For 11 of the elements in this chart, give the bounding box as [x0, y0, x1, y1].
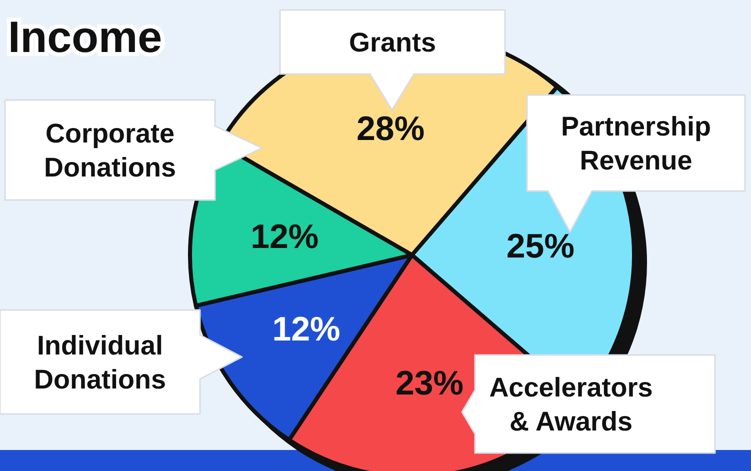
- chart-title: Income: [8, 13, 162, 62]
- data-label: 12%: [272, 310, 340, 348]
- data-label: 12%: [250, 218, 319, 256]
- slice-label: Partnership Revenue: [560, 111, 712, 176]
- slice-label: Accelerators & Awards: [489, 372, 653, 436]
- data-label: 28%: [356, 110, 425, 148]
- slice-label: Grants: [348, 27, 436, 58]
- slice-label: Corporate Donations: [44, 118, 176, 182]
- data-label: 23%: [395, 364, 464, 402]
- data-label: 25%: [506, 227, 574, 266]
- slice-label: Individual Donations: [34, 330, 166, 394]
